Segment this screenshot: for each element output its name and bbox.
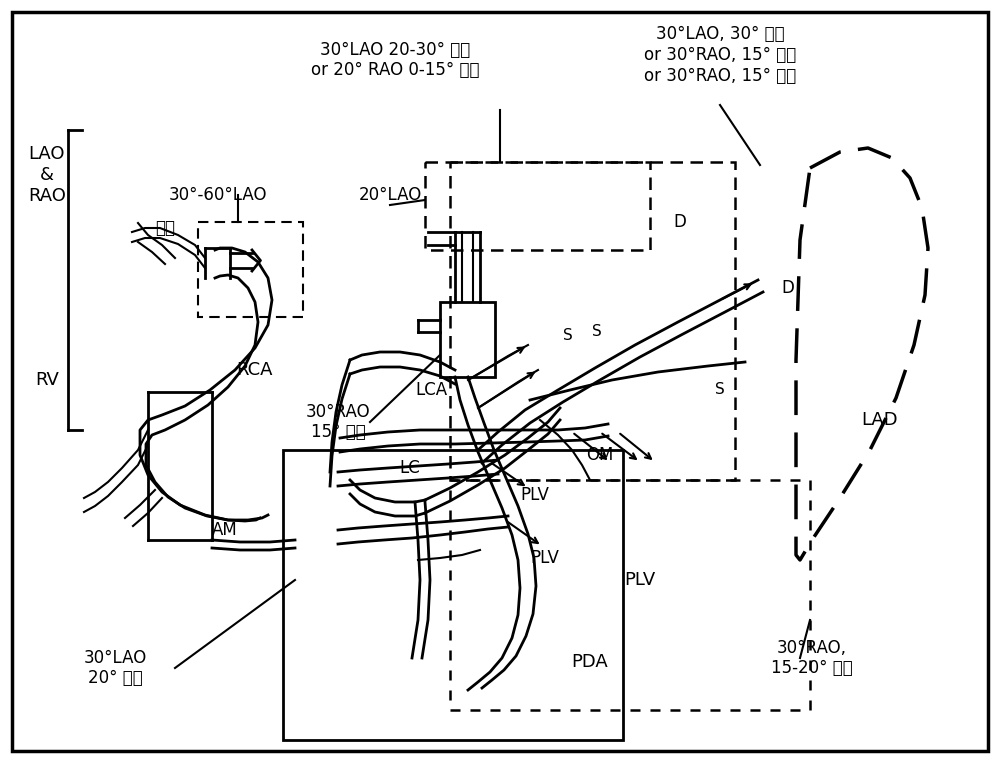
Text: OM: OM [586, 446, 614, 464]
Text: PLV: PLV [624, 571, 656, 589]
Text: 圆锥: 圆锥 [155, 219, 175, 237]
Text: RCA: RCA [237, 361, 273, 379]
Text: RV: RV [35, 371, 59, 389]
Bar [425, 162, 650, 250]
Text: LCA: LCA [415, 381, 447, 399]
Text: 30°RAO
15° 尾部: 30°RAO 15° 尾部 [306, 403, 370, 442]
Text: PDA: PDA [572, 653, 608, 671]
Text: S: S [563, 327, 573, 343]
Text: 30°LAO 20-30° 头部
or 20° RAO 0-15° 尾部: 30°LAO 20-30° 头部 or 20° RAO 0-15° 尾部 [311, 40, 479, 79]
Text: D: D [674, 213, 686, 231]
Text: PLV: PLV [521, 486, 549, 504]
Text: S: S [715, 382, 725, 398]
Bar [283, 450, 623, 740]
Text: AM: AM [212, 521, 238, 539]
Text: 30°LAO, 30° 头部
or 30°RAO, 15° 头部
or 30°RAO, 15° 头部: 30°LAO, 30° 头部 or 30°RAO, 15° 头部 or 30°R… [644, 25, 796, 85]
Text: PLV: PLV [531, 549, 559, 567]
Text: S: S [592, 324, 602, 340]
Text: 30°-60°LAO: 30°-60°LAO [169, 186, 267, 204]
Bar [440, 302, 495, 377]
Text: LAD: LAD [862, 411, 898, 429]
Text: D: D [782, 279, 794, 297]
Text: LAO
&
RAO: LAO & RAO [28, 145, 66, 204]
Bar [198, 222, 303, 317]
Text: 30°RAO,
15-20° 尾部: 30°RAO, 15-20° 尾部 [771, 639, 853, 678]
Bar [450, 162, 735, 480]
Text: 20°LAO: 20°LAO [358, 186, 422, 204]
Text: 30°LAO
20° 头部: 30°LAO 20° 头部 [83, 649, 147, 687]
Text: LC: LC [400, 459, 420, 477]
Bar [450, 480, 810, 710]
